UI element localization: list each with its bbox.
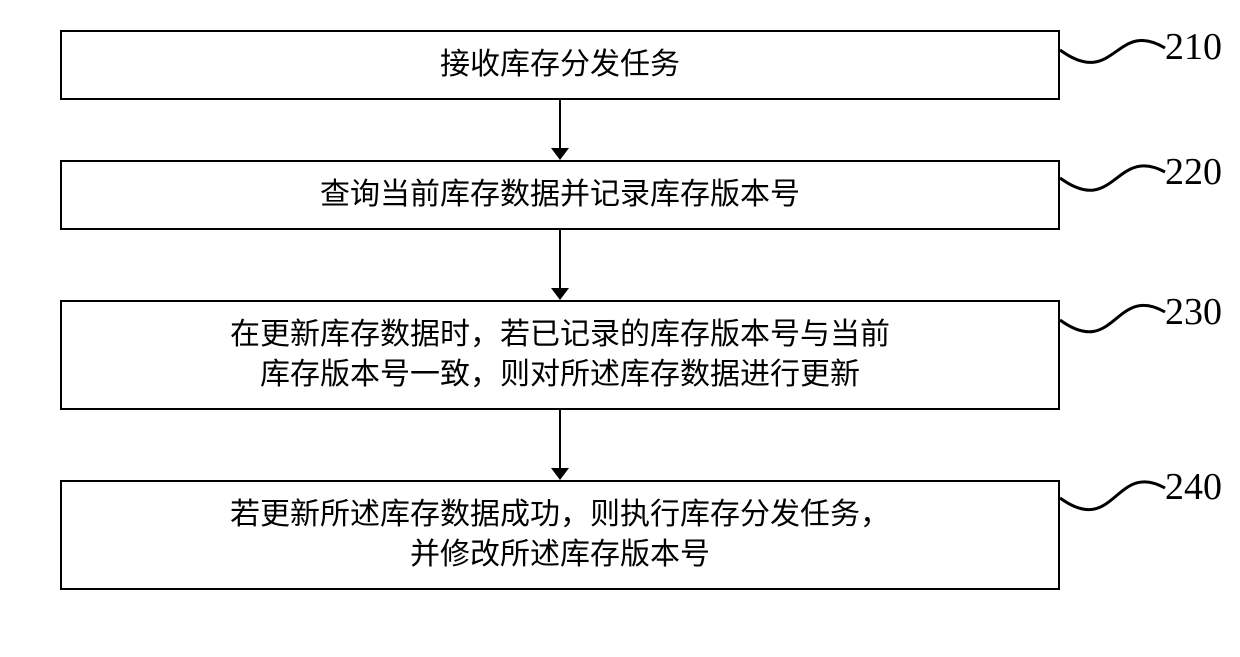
connector-240 <box>0 0 1240 657</box>
connector-path <box>1060 482 1165 510</box>
flowchart-canvas: 接收库存分发任务 查询当前库存数据并记录库存版本号 在更新库存数据时，若已记录的… <box>0 0 1240 657</box>
